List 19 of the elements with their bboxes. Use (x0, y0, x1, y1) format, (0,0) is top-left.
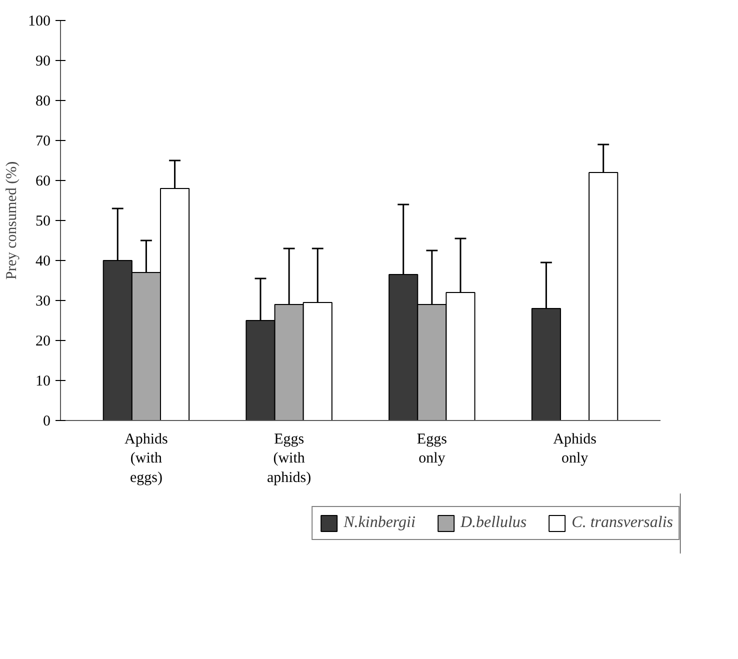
y-tick-label: 60 (36, 174, 50, 190)
y-tick-label: 90 (36, 54, 50, 70)
y-tick-label: 30 (36, 294, 50, 310)
y-tick-label: 0 (43, 414, 50, 430)
y-tick-label: 100 (28, 14, 50, 30)
y-tick-label: 10 (36, 374, 50, 390)
y-tick-label: 20 (36, 334, 50, 350)
y-tick-label: 40 (36, 254, 50, 270)
y-axis-title: Prey consumed (%) (4, 161, 20, 280)
y-tick-label: 50 (36, 214, 50, 230)
legend-label: D.bellulus (460, 514, 527, 532)
x-tick-label: Aphids (with eggs) (124, 432, 168, 486)
legend-label: C. transversalis (572, 514, 673, 532)
x-tick-label: Eggs only (416, 432, 448, 467)
x-tick-label: Eggs (with aphids) (266, 432, 312, 486)
y-tick-label: 70 (36, 134, 50, 150)
y-tick-label: 80 (36, 94, 50, 110)
x-tick-label: Aphids only (553, 432, 597, 467)
legend-label: N.kinbergii (344, 514, 416, 532)
